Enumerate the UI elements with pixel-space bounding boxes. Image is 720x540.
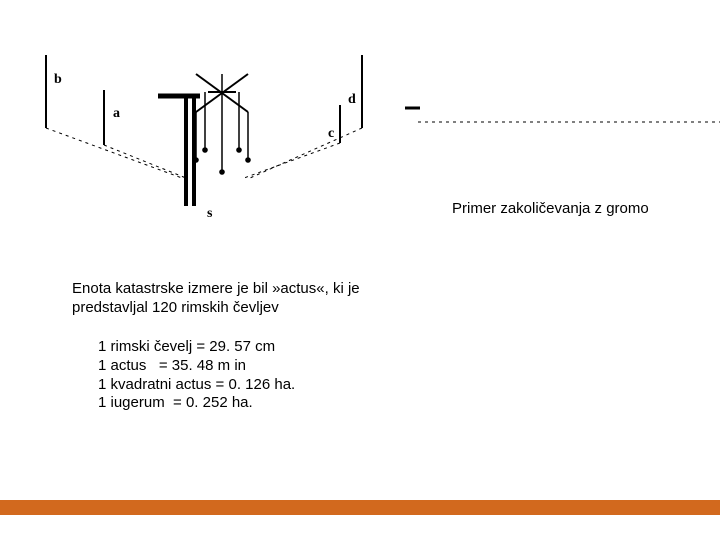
sightline-c (244, 143, 340, 178)
plumb-bob-1 (202, 147, 208, 153)
unit-1: 1 rimski čevelj = 29. 57 cm (98, 338, 295, 357)
diagram-caption: Primer zakoličevanja z gromo (452, 200, 649, 217)
footer-bar (0, 500, 720, 540)
label-d: d (348, 92, 356, 108)
unit-4: 1 iugerum = 0. 252 ha. (98, 394, 295, 413)
unit-2: 1 actus = 35. 48 m in (98, 357, 295, 376)
label-s: s (207, 206, 212, 222)
units-list: 1 rimski čevelj = 29. 57 cm 1 actus = 35… (98, 338, 295, 413)
footer-spacer (0, 515, 720, 540)
plumb-bob-4 (245, 157, 251, 163)
label-c: c (328, 126, 334, 142)
sightline-a (104, 145, 186, 178)
sightline-d (250, 128, 362, 178)
plumb-bob-5 (193, 157, 199, 163)
plumb-bob-3 (219, 169, 225, 175)
body-line-2: predstavljal 120 rimskih čevljev (72, 299, 360, 318)
body-paragraph: Enota katastrske izmere je bil »actus«, … (72, 280, 360, 318)
sightline-b (46, 128, 182, 178)
plumb-bob-2 (236, 147, 242, 153)
label-a: a (113, 106, 120, 122)
label-b: b (54, 72, 62, 88)
unit-3: 1 kvadratni actus = 0. 126 ha. (98, 376, 295, 395)
footer-accent (0, 500, 720, 515)
body-line-1: Enota katastrske izmere je bil »actus«, … (72, 280, 360, 299)
